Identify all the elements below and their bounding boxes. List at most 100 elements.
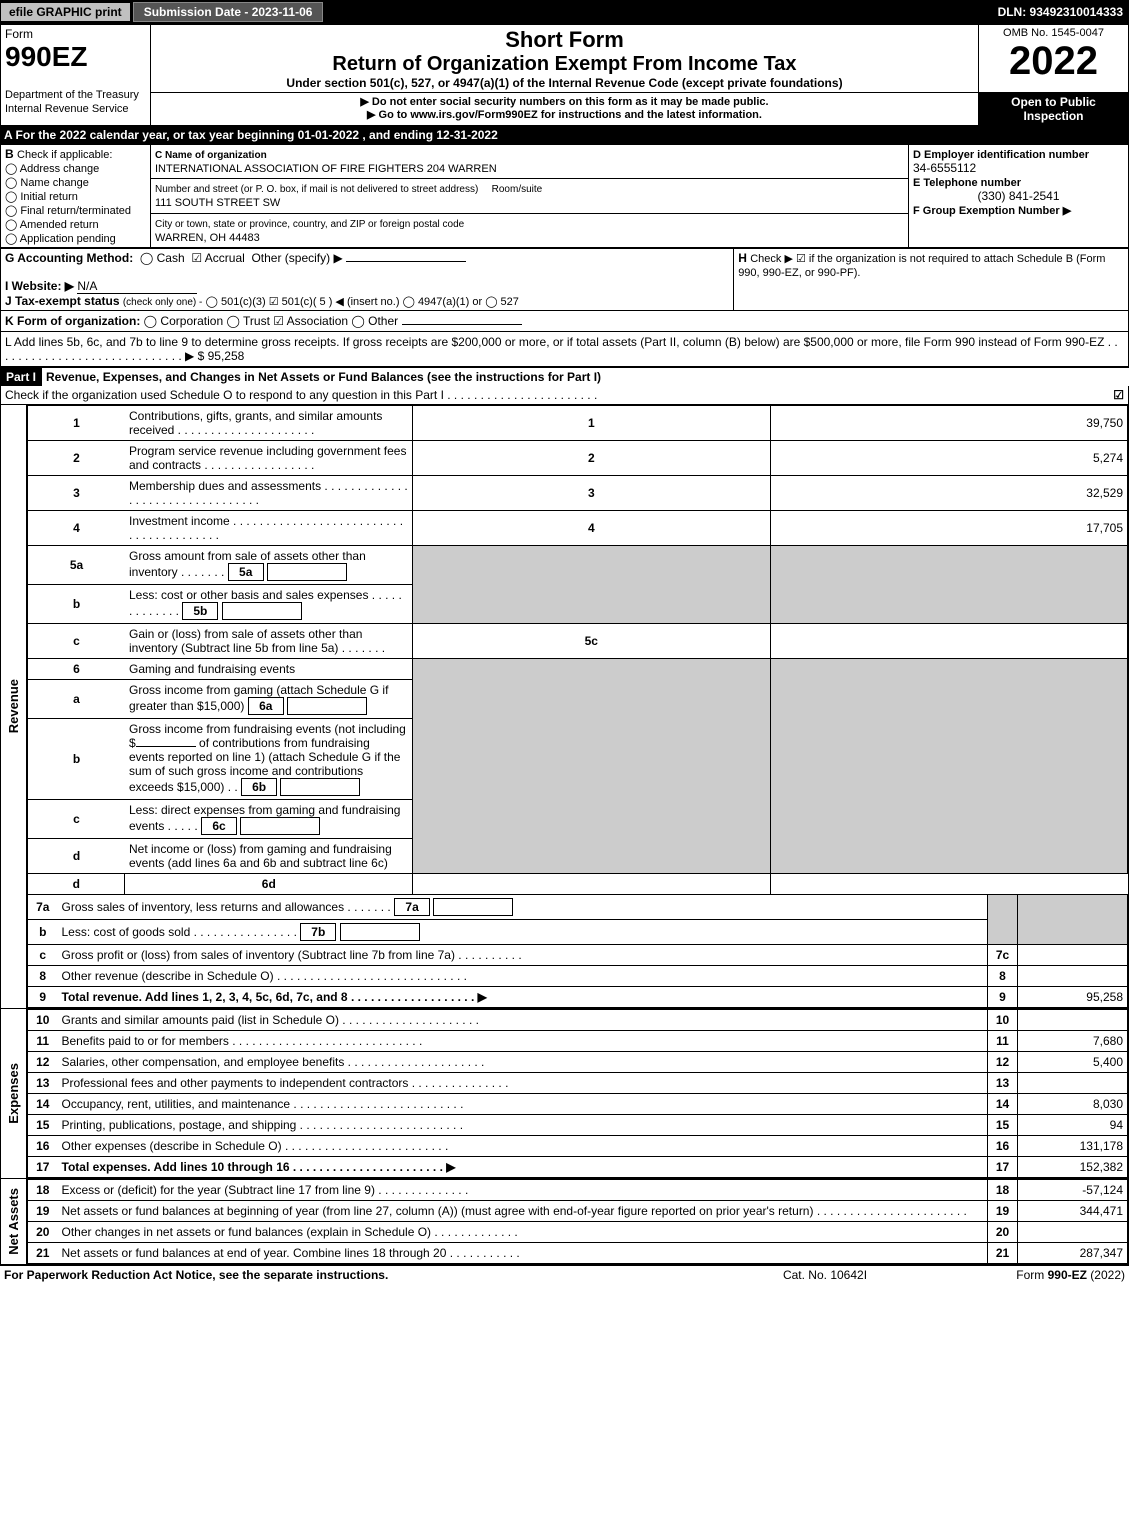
box-k-opts[interactable]: ◯ Corporation ◯ Trust ☑ Association ◯ Ot… <box>144 314 398 328</box>
ln7a-d: Gross sales of inventory, less returns a… <box>58 895 988 920</box>
box-j-label: J Tax-exempt status <box>5 294 120 308</box>
ln9-amt: 95,258 <box>1018 987 1128 1008</box>
box-h-label: H <box>738 251 747 265</box>
ln6-d: Gaming and fundraising events <box>125 659 413 680</box>
info-grid: B Check if applicable: ◯ Address change … <box>0 144 1129 248</box>
netassets-side-label: Net Assets <box>4 1186 23 1257</box>
ln21-amt: 287,347 <box>1018 1243 1128 1264</box>
ln9-bn: 9 <box>988 987 1018 1008</box>
open-public-badge: Open to Public Inspection <box>979 93 1129 126</box>
row-l: L Add lines 5b, 6c, and 7b to line 9 to … <box>0 332 1129 367</box>
row-g-h: G Accounting Method: ◯ Cash ☑ Accrual Ot… <box>0 248 1129 311</box>
ln17-amt: 152,382 <box>1018 1157 1128 1178</box>
box-d-label: D Employer identification number <box>913 149 1089 161</box>
box-g-label: G Accounting Method: <box>5 251 133 265</box>
ln6a-d: Gross income from gaming (attach Schedul… <box>125 680 413 719</box>
box-j-opts[interactable]: ◯ 501(c)(3) ☑ 501(c)( 5 ) ◀ (insert no.)… <box>206 296 519 308</box>
ln3-amt: 32,529 <box>770 476 1127 511</box>
box-f-label: F Group Exemption Number ▶ <box>913 205 1071 217</box>
ln21-bn: 21 <box>988 1243 1018 1264</box>
ln21-n: 21 <box>28 1243 58 1264</box>
part1-header-row: Part I Revenue, Expenses, and Changes in… <box>0 367 1129 386</box>
ln17-n: 17 <box>28 1157 58 1178</box>
chk-pending[interactable]: ◯ Application pending <box>5 233 116 245</box>
ln16-bn: 16 <box>988 1136 1018 1157</box>
chk-address[interactable]: ◯ Address change <box>5 163 99 175</box>
ln1-bn: 1 <box>413 406 770 441</box>
ln13-amt <box>1018 1073 1128 1094</box>
ln1-d: Contributions, gifts, grants, and simila… <box>125 406 413 441</box>
city-label: City or town, state or province, country… <box>155 219 464 230</box>
box-e-label: E Telephone number <box>913 177 1021 189</box>
chk-amended[interactable]: ◯ Amended return <box>5 219 99 231</box>
title-short: Short Form <box>155 27 974 53</box>
ln12-bn: 12 <box>988 1052 1018 1073</box>
ln15-n: 15 <box>28 1115 58 1136</box>
ln1-amt: 39,750 <box>770 406 1127 441</box>
phone-value: (330) 841-2541 <box>913 189 1124 203</box>
ln13-d: Professional fees and other payments to … <box>58 1073 988 1094</box>
ln18-amt: -57,124 <box>1018 1180 1128 1201</box>
efile-print-button[interactable]: efile GRAPHIC print <box>0 2 131 22</box>
ln10-bn: 10 <box>988 1010 1018 1031</box>
chk-other-acct[interactable]: Other (specify) ▶ <box>251 251 342 265</box>
ln4-n: 4 <box>28 511 125 546</box>
expenses-side-label: Expenses <box>4 1061 23 1126</box>
revenue-block: Revenue 1Contributions, gifts, grants, a… <box>0 405 1129 1008</box>
ln17-bn: 17 <box>988 1157 1018 1178</box>
part1-check-note: Check if the organization used Schedule … <box>5 388 597 402</box>
ln12-amt: 5,400 <box>1018 1052 1128 1073</box>
chk-cash[interactable]: ◯ Cash <box>140 251 185 265</box>
ln6b-d: Gross income from fundraising events (no… <box>125 719 413 800</box>
ln15-amt: 94 <box>1018 1115 1128 1136</box>
ln7b-n: b <box>28 920 58 945</box>
tax-year: 2022 <box>983 39 1124 84</box>
ln16-amt: 131,178 <box>1018 1136 1128 1157</box>
ln5c-d: Gain or (loss) from sale of assets other… <box>125 624 413 659</box>
footer-left: For Paperwork Reduction Act Notice, see … <box>4 1268 725 1282</box>
ln11-d: Benefits paid to or for members . . . . … <box>58 1031 988 1052</box>
part1-checkbox[interactable]: ☑ <box>1113 388 1124 402</box>
ln21-d: Net assets or fund balances at end of ye… <box>58 1243 988 1264</box>
form-label: Form <box>5 27 33 41</box>
ln17-d: Total expenses. Add lines 10 through 16 … <box>58 1157 988 1178</box>
dln-label: DLN: 93492310014333 <box>998 5 1129 19</box>
note-goto: ▶ Go to www.irs.gov/Form990EZ for instru… <box>155 108 974 121</box>
chk-final[interactable]: ◯ Final return/terminated <box>5 205 131 217</box>
ln10-d: Grants and similar amounts paid (list in… <box>58 1010 988 1031</box>
ln13-n: 13 <box>28 1073 58 1094</box>
ln12-d: Salaries, other compensation, and employ… <box>58 1052 988 1073</box>
revenue-side-label: Revenue <box>4 677 23 735</box>
footer-mid: Cat. No. 10642I <box>725 1268 925 1282</box>
ln19-bn: 19 <box>988 1201 1018 1222</box>
title-under: Under section 501(c), 527, or 4947(a)(1)… <box>155 76 974 90</box>
ln3-n: 3 <box>28 476 125 511</box>
ln15-bn: 15 <box>988 1115 1018 1136</box>
box-k-label: K Form of organization: <box>5 314 140 328</box>
chk-accrual[interactable]: ☑ Accrual <box>191 251 244 265</box>
footer-right: Form 990-EZ (2022) <box>925 1268 1125 1282</box>
ein-value: 34-6555112 <box>913 161 976 175</box>
ln7c-n: c <box>28 945 58 966</box>
ln19-d: Net assets or fund balances at beginning… <box>58 1201 988 1222</box>
ln3-bn: 3 <box>413 476 770 511</box>
chk-initial[interactable]: ◯ Initial return <box>5 191 78 203</box>
ln6b-n: b <box>28 719 125 800</box>
ln2-n: 2 <box>28 441 125 476</box>
ln19-n: 19 <box>28 1201 58 1222</box>
box-h-text[interactable]: Check ▶ ☑ if the organization is not req… <box>738 253 1105 279</box>
top-bar: efile GRAPHIC print Submission Date - 20… <box>0 0 1129 24</box>
box-j-note: (check only one) - <box>123 297 202 308</box>
ln6c-d: Less: direct expenses from gaming and fu… <box>125 800 413 839</box>
chk-name[interactable]: ◯ Name change <box>5 177 89 189</box>
ln7c-bn: 7c <box>988 945 1018 966</box>
org-name: INTERNATIONAL ASSOCIATION OF FIRE FIGHTE… <box>155 163 497 175</box>
ln10-amt <box>1018 1010 1128 1031</box>
ln7b-d: Less: cost of goods sold . . . . . . . .… <box>58 920 988 945</box>
ln6d-bn: 6d <box>125 874 413 895</box>
room-label: Room/suite <box>492 184 543 195</box>
ln8-d: Other revenue (describe in Schedule O) .… <box>58 966 988 987</box>
submission-date-badge: Submission Date - 2023-11-06 <box>133 2 324 22</box>
title-main: Return of Organization Exempt From Incom… <box>155 53 974 76</box>
ln2-amt: 5,274 <box>770 441 1127 476</box>
